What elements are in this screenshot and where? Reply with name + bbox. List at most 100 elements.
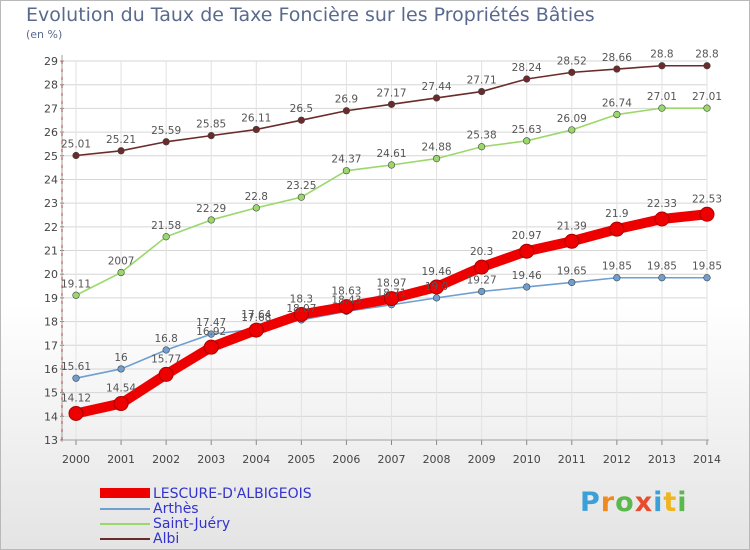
y-axis-unit: (en %) [26,28,63,41]
legend-swatch-saint-juery [100,523,150,525]
y-tick-label: 13 [44,434,58,447]
data-label-arth-s: 19.65 [557,265,587,277]
data-label-albi: 28.52 [557,55,587,67]
y-tick-label: 23 [44,197,58,210]
x-tick-label: 2007 [378,453,406,466]
data-label-lescure-d-albigeois: 21.39 [557,220,587,232]
data-label-lescure-d-albigeois: 16.92 [196,326,226,338]
data-point-albi [432,94,441,102]
data-point-lescure-d-albigeois [203,339,219,355]
data-point-saint-ju-ry [432,154,441,163]
y-tick-label: 27 [44,102,58,115]
x-tick-label: 2008 [423,453,451,466]
data-point-albi [297,116,305,124]
line-chart: 13 14 15 16 17 18 19 20 21 22 23 24 25 26 27 28 29 2000 20… [44,49,722,466]
data-label-arth-s: 15.61 [61,361,91,373]
legend-label-albi: Albi [153,531,180,547]
data-point-saint-ju-ry [207,216,215,224]
data-point-lescure-d-albigeois [564,233,580,249]
y-tick-label: 17 [44,339,58,352]
data-label-saint-ju-ry: 24.37 [331,154,361,166]
data-label-arth-s: 16 [114,352,128,364]
data-point-arth-s [162,346,170,354]
data-point-saint-ju-ry [523,137,531,145]
data-label-lescure-d-albigeois: 15.77 [151,353,181,365]
data-label-saint-ju-ry: 24.88 [422,142,452,154]
data-point-albi [207,132,215,140]
data-point-albi [523,75,531,83]
data-label-saint-ju-ry: 24.61 [376,148,406,160]
legend-swatch-arthes [100,508,150,510]
logo-letter: o [615,487,635,518]
data-label-albi: 27.17 [376,87,406,99]
data-point-arth-s [523,283,531,291]
data-point-lescure-d-albigeois [429,279,445,295]
x-tick-label: 2002 [152,453,180,466]
logo-letter: i [677,487,688,518]
data-label-albi: 28.24 [512,62,542,74]
y-tick-label: 19 [44,292,58,305]
data-label-arth-s: 19.85 [647,261,677,273]
data-point-albi [117,147,125,155]
data-label-saint-ju-ry: 22.8 [245,191,268,203]
data-point-lescure-d-albigeois [609,221,625,237]
data-label-albi: 28.66 [602,52,632,64]
legend-swatch-lescure [100,488,150,498]
data-point-arth-s [207,330,215,338]
x-tick-label: 2009 [468,453,496,466]
x-tick-label: 2012 [603,453,631,466]
x-tick-label: 2003 [197,453,225,466]
data-label-arth-s: 19.85 [692,261,722,273]
data-label-lescure-d-albigeois: 18.97 [376,278,406,290]
data-label-arth-s: 18.07 [286,303,316,315]
data-point-arth-s [613,274,621,282]
data-label-albi: 26.9 [335,94,358,106]
data-point-albi [568,68,576,76]
x-tick-label: 2014 [693,453,721,466]
x-tick-label: 2004 [242,453,270,466]
data-label-albi: 25.85 [196,119,226,131]
proxiti-logo: Proxiti [580,487,688,518]
data-point-albi [252,125,260,134]
x-tick-label: 2006 [332,453,360,466]
data-point-arth-s [432,294,441,302]
data-point-arth-s [658,274,666,282]
data-label-saint-ju-ry: 25.38 [467,130,497,142]
legend-label-arthes: Arthès [153,501,199,517]
data-point-lescure-d-albigeois [519,243,535,259]
data-point-lescure-d-albigeois [248,322,264,338]
y-tick-label: 29 [44,55,58,68]
x-tick-label: 2000 [62,453,90,466]
data-label-arth-s: 19.27 [467,274,497,286]
data-point-lescure-d-albigeois [384,291,399,307]
logo-letter: r [600,487,616,518]
data-label-lescure-d-albigeois: 21.9 [605,208,628,220]
data-point-saint-ju-ry [703,104,711,112]
data-point-lescure-d-albigeois [113,396,129,412]
logo-letter: i [653,487,664,518]
data-point-saint-ju-ry [568,126,576,134]
data-label-lescure-d-albigeois: 14.12 [61,392,91,404]
data-label-saint-ju-ry: 21.58 [151,220,181,232]
data-point-arth-s [72,374,80,382]
data-label-albi: 25.59 [151,125,181,137]
data-point-albi [703,62,711,70]
y-tick-label: 24 [44,173,58,186]
chart-title: Evolution du Taux de Taxe Foncière sur l… [26,4,595,26]
x-tick-label: 2001 [107,453,135,466]
legend-swatch-albi [100,538,150,540]
data-label-albi: 26.11 [241,112,271,124]
data-label-saint-ju-ry: 26.74 [602,98,632,110]
legend-label-saint-juery: Saint-Juéry [153,516,231,532]
y-tick-label: 14 [44,410,58,423]
data-point-saint-ju-ry [297,193,305,201]
data-point-saint-ju-ry [613,110,621,119]
data-point-arth-s [703,274,711,282]
data-label-saint-ju-ry: 19.11 [61,278,91,290]
data-point-arth-s [117,365,125,373]
data-point-saint-ju-ry [252,204,260,212]
data-point-albi [478,87,486,96]
data-label-albi: 26.5 [290,103,313,115]
data-label-lescure-d-albigeois: 17.64 [241,309,271,321]
y-tick-label: 16 [44,363,58,376]
